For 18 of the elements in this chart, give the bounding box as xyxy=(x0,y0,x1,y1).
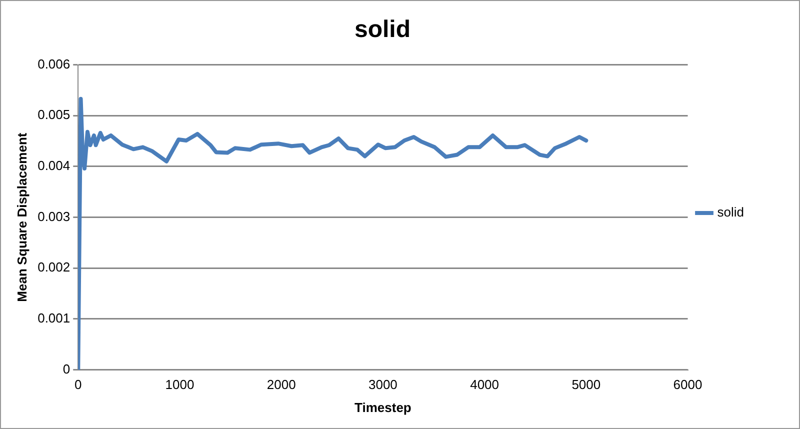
legend-label: solid xyxy=(717,204,744,220)
y-tick-label: 0.001 xyxy=(38,310,70,326)
y-tick-label: 0.003 xyxy=(38,208,70,224)
x-tick-label: 4000 xyxy=(470,377,500,392)
y-tick-label: 0.006 xyxy=(38,56,70,72)
x-tick-label: 6000 xyxy=(673,377,702,392)
x-axis-title: Timestep xyxy=(354,400,412,415)
x-tick-label: 3000 xyxy=(368,377,398,392)
y-tick-label: 0 xyxy=(62,361,70,376)
x-tick-label: 0 xyxy=(74,377,82,392)
x-tick-label: 1000 xyxy=(165,377,194,392)
x-tick-label: 2000 xyxy=(266,377,296,392)
y-tick-label: 0.004 xyxy=(38,158,70,174)
y-tick-label: 0.005 xyxy=(38,107,70,122)
x-tick-label: 5000 xyxy=(572,377,601,392)
y-axis-title: Mean Square Displacement xyxy=(14,132,30,302)
y-tick-label: 0.002 xyxy=(38,260,70,275)
chart-title: solid xyxy=(354,16,411,44)
